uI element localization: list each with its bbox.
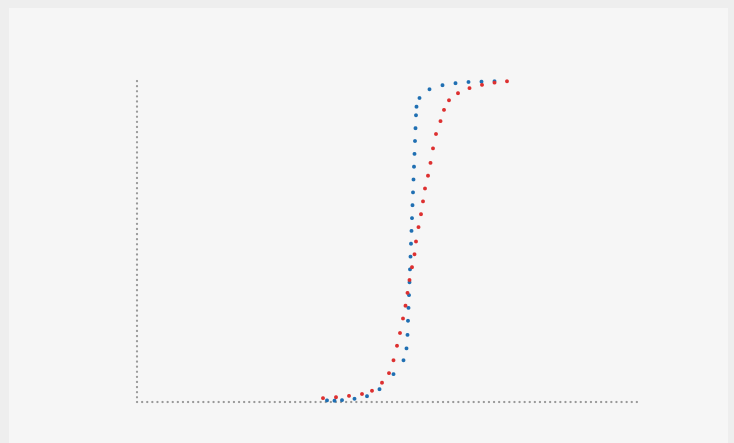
series-1-point-3 <box>340 398 344 402</box>
series-1-point-12 <box>406 306 411 310</box>
series-1-point-9 <box>404 346 409 351</box>
series-2-point-23 <box>428 161 433 165</box>
series-1-point-4 <box>352 396 357 401</box>
series-1-point-24 <box>412 152 417 156</box>
series-1-point-11 <box>406 318 410 323</box>
series-2 <box>321 79 509 400</box>
series-1-point-29 <box>417 96 422 100</box>
series-1-point-22 <box>411 177 416 182</box>
series-2-point-17 <box>414 239 418 244</box>
series-2-point-9 <box>395 343 399 348</box>
chart-panel <box>9 8 728 443</box>
series-2-point-2 <box>334 395 338 400</box>
series-2-point-21 <box>423 186 427 191</box>
scatter-chart <box>135 79 639 404</box>
series-2-point-14 <box>407 278 412 282</box>
series-1-point-6 <box>377 387 382 392</box>
series-2-point-22 <box>426 173 430 178</box>
series-2-point-4 <box>360 392 364 396</box>
series-1-point-34 <box>479 79 484 84</box>
series-layer <box>321 79 509 403</box>
series-1-point-1 <box>325 398 329 403</box>
series-1 <box>325 79 497 403</box>
series-1-point-7 <box>391 372 396 376</box>
series-1-point-27 <box>414 113 418 118</box>
series-2-point-8 <box>391 358 396 363</box>
series-2-point-15 <box>410 265 414 270</box>
series-1-point-21 <box>411 190 415 195</box>
series-1-point-2 <box>332 398 337 403</box>
series-2-point-1 <box>321 396 325 400</box>
series-1-point-28 <box>414 104 419 109</box>
series-2-point-33 <box>505 79 509 84</box>
series-2-point-25 <box>434 132 438 136</box>
series-1-point-31 <box>440 83 445 88</box>
series-2-point-6 <box>380 380 384 385</box>
series-2-point-31 <box>480 83 484 87</box>
series-2-point-7 <box>387 371 391 375</box>
series-2-point-5 <box>370 388 374 393</box>
series-2-point-32 <box>492 80 497 85</box>
series-1-point-16 <box>408 254 413 259</box>
series-2-point-24 <box>431 146 435 151</box>
series-2-point-13 <box>405 291 410 295</box>
series-1-point-8 <box>401 358 406 363</box>
series-2-point-3 <box>347 394 351 398</box>
series-2-point-27 <box>442 108 446 112</box>
series-1-point-10 <box>405 333 410 337</box>
series-2-point-26 <box>438 119 443 123</box>
series-2-point-11 <box>401 316 405 321</box>
series-2-point-20 <box>421 199 425 204</box>
series-2-point-29 <box>456 91 460 96</box>
series-2-point-30 <box>467 86 472 90</box>
series-1-point-19 <box>410 216 414 221</box>
series-1-point-20 <box>410 203 415 208</box>
series-1-point-30 <box>427 87 432 92</box>
series-1-point-23 <box>412 164 416 169</box>
series-2-point-10 <box>398 331 402 335</box>
series-1-point-25 <box>413 139 417 143</box>
series-2-point-28 <box>447 98 451 103</box>
series-1-point-33 <box>466 80 471 84</box>
series-1-point-32 <box>453 81 458 86</box>
series-1-point-18 <box>409 229 414 233</box>
series-2-point-19 <box>419 212 423 217</box>
series-1-point-26 <box>413 126 418 131</box>
series-2-point-18 <box>416 225 421 230</box>
series-2-point-16 <box>412 252 417 257</box>
series-1-point-17 <box>409 241 413 246</box>
series-2-point-12 <box>403 303 408 308</box>
series-1-point-5 <box>365 394 369 399</box>
